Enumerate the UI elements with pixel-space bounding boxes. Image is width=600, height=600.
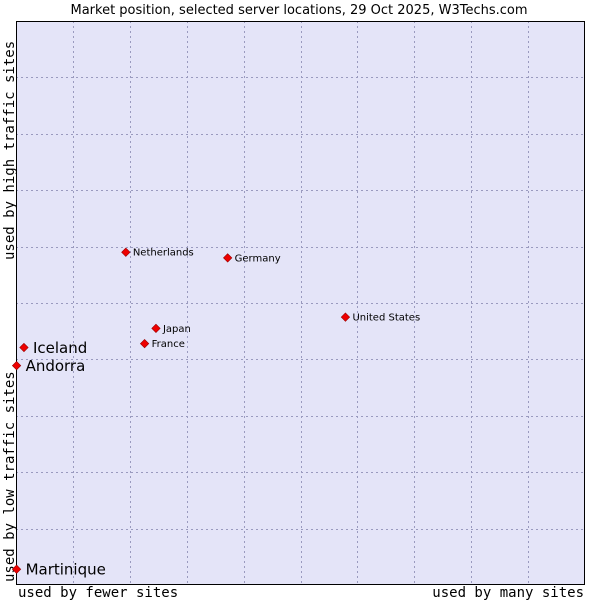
- point-label-france: France: [152, 339, 185, 350]
- data-points: Netherlands Germany United States Japan Fran…: [11, 247, 420, 579]
- plot-area: [16, 21, 585, 585]
- point-label-iceland: Iceland: [33, 339, 87, 357]
- point-label-germany: Germany: [235, 253, 281, 264]
- x-axis-label-right: used by many sites: [432, 585, 584, 600]
- chart-title: Market position, selected server locatio…: [70, 3, 527, 18]
- point-marker-germany: [223, 253, 233, 263]
- grid-lines: [16, 21, 585, 585]
- y-axis-label-top: used by high traffic sites: [2, 41, 18, 260]
- point-label-andorra: Andorra: [26, 357, 86, 375]
- point-label-netherlands: Netherlands: [133, 248, 194, 259]
- plot-border: [16, 21, 585, 585]
- point-marker-france: [139, 338, 150, 349]
- point-marker-andorra: [11, 360, 22, 371]
- point-marker-united-states: [340, 312, 351, 322]
- point-label-japan: Japan: [162, 324, 191, 335]
- point-label-united-states: United States: [352, 313, 420, 324]
- point-marker-martinique: [11, 564, 22, 574]
- point-marker-netherlands: [121, 247, 131, 257]
- point-marker-iceland: [19, 342, 29, 353]
- x-axis-label-left: used by fewer sites: [18, 585, 178, 600]
- y-axis-label-bottom: used by low traffic sites: [2, 371, 18, 582]
- point-marker-japan: [151, 323, 161, 334]
- point-label-martinique: Martinique: [26, 561, 106, 579]
